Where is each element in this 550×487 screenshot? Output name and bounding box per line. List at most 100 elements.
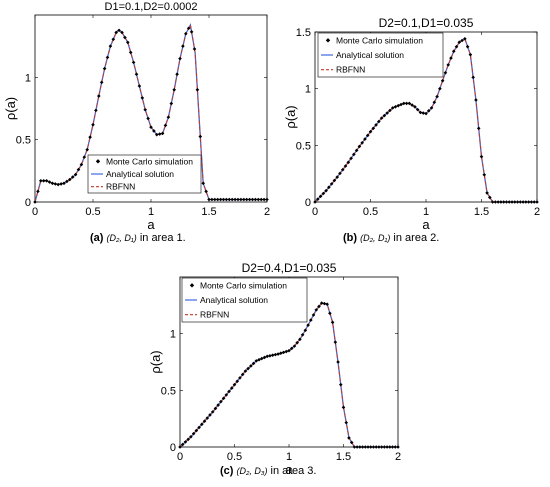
y-tick-label: 1 — [305, 84, 311, 96]
legend-label: RBFNN — [106, 182, 135, 192]
mc-marker — [152, 129, 156, 133]
figure-caption: (a) (D₂, D₁) in area 1. — [90, 232, 186, 244]
mc-marker — [429, 106, 434, 110]
mc-marker — [368, 445, 373, 449]
y-tick-label: 0.5 — [16, 135, 31, 147]
mc-marker — [134, 72, 139, 77]
mc-marker — [235, 379, 240, 384]
mc-marker — [311, 313, 316, 317]
x-tick-label: 2 — [264, 206, 270, 218]
mc-marker — [230, 197, 234, 202]
caption-params: (D₂, D₃) — [237, 466, 268, 476]
y-tick-label: 1 — [170, 329, 176, 341]
mc-marker — [53, 182, 58, 186]
mc-marker — [250, 197, 255, 202]
mc-marker — [39, 179, 43, 183]
mc-marker — [102, 66, 107, 71]
mc-marker — [128, 50, 133, 55]
mc-marker — [368, 129, 373, 134]
mc-marker — [347, 436, 351, 440]
y-tick-label: 1 — [25, 72, 31, 84]
mc-marker — [194, 428, 199, 433]
mc-marker — [233, 197, 237, 202]
legend-label: RBFNN — [200, 310, 229, 320]
legend-box — [87, 154, 202, 194]
x-tick-label: 1.5 — [474, 206, 489, 218]
mc-marker — [435, 94, 439, 99]
mc-marker — [393, 445, 398, 449]
mc-marker — [366, 445, 370, 449]
x-tick-label: 1 — [148, 206, 154, 218]
mc-marker — [143, 107, 147, 112]
mc-marker — [507, 200, 512, 204]
x-tick-label: 0.5 — [85, 206, 100, 218]
legend-marker-monte-carlo — [325, 38, 331, 43]
mc-marker — [426, 108, 431, 113]
legend-label: Analytical solution — [106, 169, 174, 179]
mc-marker — [137, 84, 142, 88]
mc-marker — [358, 445, 362, 449]
mc-marker — [172, 88, 176, 92]
figure-caption: (c) (D₂, D₃) in area 3. — [220, 465, 316, 477]
mc-marker — [385, 111, 389, 115]
mc-marker — [163, 123, 168, 128]
mc-marker — [117, 28, 121, 33]
mc-marker — [244, 197, 249, 202]
mc-marker — [99, 80, 104, 85]
caption-params: (D₂, D₁) — [107, 233, 137, 243]
mc-marker — [333, 340, 338, 344]
caption-text: in area 1. — [137, 232, 186, 244]
mc-marker — [273, 352, 278, 357]
mc-marker — [166, 115, 171, 120]
mc-marker — [195, 88, 200, 92]
mc-marker — [354, 148, 359, 153]
mc-marker — [379, 445, 384, 449]
mc-marker — [192, 47, 197, 51]
mc-marker — [390, 445, 395, 449]
mc-marker — [443, 71, 448, 75]
mc-marker — [219, 399, 223, 404]
mc-marker — [47, 180, 52, 184]
mc-marker — [256, 197, 261, 202]
y-axis-label: ρ(a) — [148, 350, 163, 373]
mc-marker — [295, 340, 299, 345]
mc-marker — [155, 132, 159, 137]
mc-marker — [340, 167, 345, 172]
legend-label: RBFNN — [336, 65, 365, 75]
mc-marker — [501, 200, 506, 204]
mc-marker — [221, 396, 226, 401]
x-axis-label: a — [147, 217, 155, 232]
mc-marker — [73, 172, 78, 177]
legend-box — [317, 32, 444, 78]
mc-marker — [410, 103, 414, 107]
mc-marker — [338, 171, 342, 176]
mc-marker — [284, 349, 289, 354]
mc-marker — [227, 197, 232, 202]
mc-marker — [496, 200, 500, 204]
mc-marker — [371, 445, 376, 449]
mc-marker — [216, 403, 220, 407]
mc-marker — [515, 200, 520, 204]
mc-marker — [79, 162, 84, 167]
mc-marker — [200, 422, 204, 427]
mc-marker — [352, 445, 357, 449]
mc-marker — [341, 405, 346, 410]
mc-marker — [474, 98, 478, 102]
y-axis-label: ρ(a) — [283, 105, 298, 128]
mc-marker — [189, 30, 194, 34]
mc-marker — [471, 75, 475, 80]
mc-marker — [213, 406, 218, 411]
caption-label: (a) — [90, 232, 107, 244]
mc-marker — [242, 197, 246, 202]
mc-marker — [238, 376, 242, 380]
mc-marker — [76, 167, 81, 172]
mc-marker — [499, 200, 503, 204]
caption-params: (D₂, D₁) — [360, 233, 390, 243]
x-axis-label: a — [285, 462, 293, 477]
mc-marker — [415, 107, 420, 112]
mc-marker — [303, 328, 308, 333]
mc-marker — [191, 431, 196, 436]
mc-marker — [41, 179, 46, 183]
mc-marker — [111, 37, 116, 42]
mc-marker — [178, 56, 182, 61]
